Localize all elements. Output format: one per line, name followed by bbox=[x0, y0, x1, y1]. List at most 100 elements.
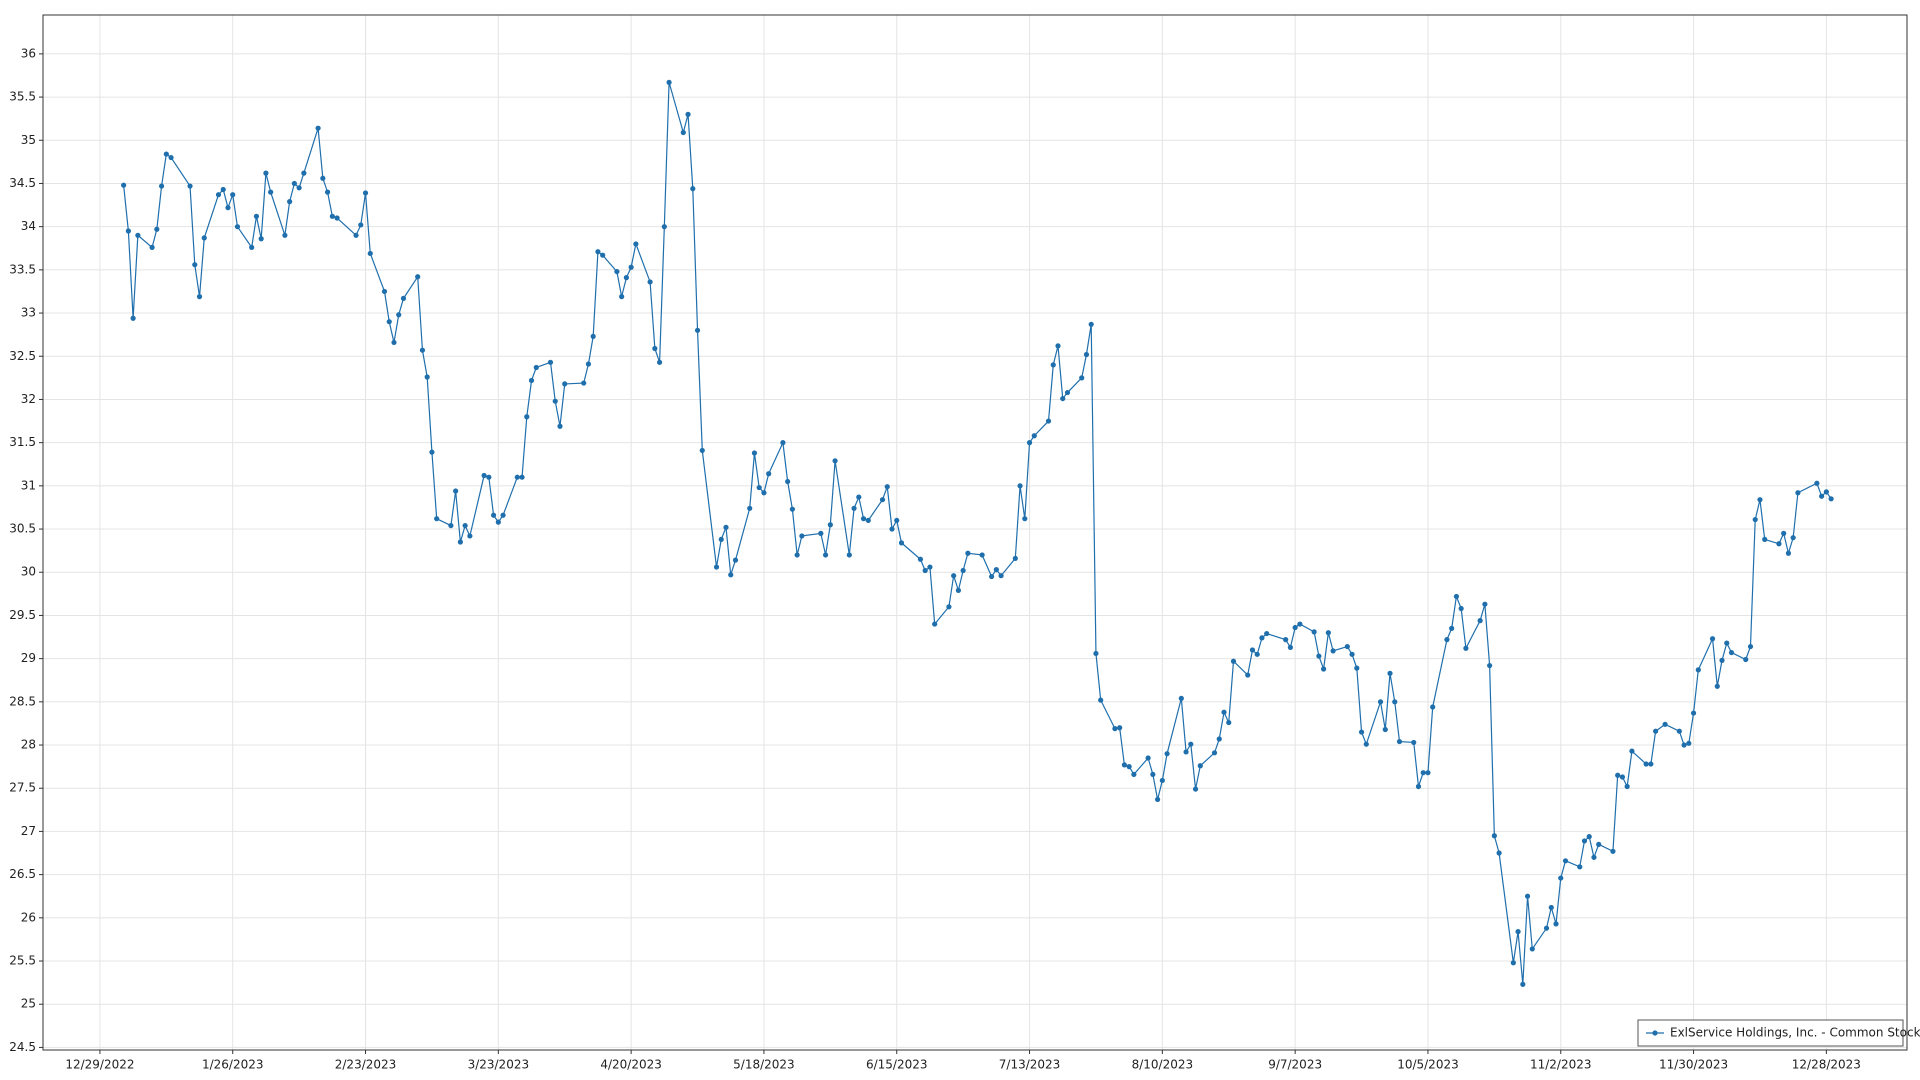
data-point bbox=[1676, 728, 1682, 734]
data-point bbox=[367, 250, 373, 257]
data-point bbox=[358, 222, 364, 228]
data-point bbox=[562, 381, 568, 387]
plot bbox=[121, 79, 1834, 987]
data-point bbox=[766, 471, 772, 477]
data-point bbox=[1785, 550, 1792, 556]
data-point bbox=[1060, 395, 1066, 402]
data-point bbox=[1012, 555, 1018, 562]
data-point bbox=[1264, 630, 1270, 637]
data-point bbox=[799, 533, 805, 539]
data-point bbox=[1724, 640, 1730, 646]
y-tick-label: 26 bbox=[21, 910, 36, 924]
data-point bbox=[946, 604, 952, 610]
data-point bbox=[519, 474, 525, 480]
data-point bbox=[979, 552, 985, 558]
data-point bbox=[396, 312, 402, 318]
data-point bbox=[481, 472, 487, 479]
data-point bbox=[713, 564, 720, 570]
data-point bbox=[1482, 601, 1488, 607]
y-tick-label: 32.5 bbox=[9, 349, 36, 363]
data-point bbox=[789, 506, 795, 512]
x-tick-label: 7/13/2023 bbox=[999, 1058, 1061, 1072]
y-tick-label: 27.5 bbox=[9, 781, 36, 795]
y-tick-label: 32 bbox=[21, 392, 36, 406]
data-point bbox=[1487, 662, 1493, 669]
data-point bbox=[1814, 480, 1820, 486]
grid bbox=[43, 15, 1907, 1050]
data-point bbox=[747, 505, 753, 511]
data-point bbox=[1823, 489, 1829, 495]
data-point bbox=[1045, 418, 1052, 424]
data-point bbox=[1719, 657, 1725, 663]
data-point bbox=[1757, 497, 1763, 503]
y-tick-label: 30 bbox=[21, 565, 36, 579]
data-point bbox=[633, 241, 639, 247]
data-point bbox=[1155, 796, 1161, 803]
data-point bbox=[1178, 695, 1184, 701]
y-tick-label: 31.5 bbox=[9, 435, 36, 449]
data-point bbox=[614, 268, 620, 275]
data-point bbox=[1624, 783, 1630, 790]
data-point bbox=[291, 180, 297, 187]
data-point bbox=[329, 213, 335, 219]
data-point bbox=[400, 295, 407, 301]
data-point bbox=[998, 573, 1004, 579]
data-point bbox=[1728, 649, 1735, 656]
data-point bbox=[955, 587, 961, 593]
data-point bbox=[1695, 667, 1701, 673]
data-point bbox=[457, 539, 463, 545]
data-point bbox=[220, 186, 226, 193]
y-tick-label: 25 bbox=[21, 997, 36, 1011]
data-point bbox=[196, 294, 203, 300]
data-point bbox=[1762, 536, 1768, 543]
data-point bbox=[448, 522, 454, 529]
data-point bbox=[832, 458, 838, 464]
data-point bbox=[723, 524, 729, 530]
x-tick-label: 11/30/2023 bbox=[1659, 1058, 1728, 1072]
legend: ExlService Holdings, Inc. - Common Stock bbox=[1637, 1019, 1920, 1047]
data-point bbox=[1221, 709, 1227, 715]
data-point bbox=[652, 345, 658, 352]
data-point bbox=[680, 129, 686, 136]
data-point bbox=[528, 377, 535, 384]
data-point bbox=[1463, 645, 1469, 651]
data-point bbox=[846, 552, 852, 558]
data-point bbox=[694, 327, 701, 333]
data-point bbox=[1615, 772, 1621, 778]
data-point bbox=[1396, 738, 1403, 745]
data-point bbox=[495, 519, 501, 525]
data-point bbox=[353, 232, 359, 238]
data-point bbox=[135, 232, 141, 238]
data-point bbox=[296, 185, 302, 191]
data-point bbox=[1619, 774, 1626, 780]
data-point bbox=[623, 275, 629, 281]
data-point bbox=[1529, 946, 1535, 952]
data-point bbox=[1828, 496, 1834, 502]
data-point bbox=[1520, 981, 1526, 987]
data-point bbox=[1491, 833, 1497, 839]
y-tick-label: 34 bbox=[21, 219, 36, 233]
data-point bbox=[879, 497, 886, 503]
data-point bbox=[894, 517, 900, 524]
data-point bbox=[524, 414, 530, 420]
data-point bbox=[827, 522, 833, 528]
data-point bbox=[1321, 666, 1327, 672]
data-point bbox=[547, 359, 554, 365]
data-point bbox=[628, 264, 634, 270]
data-point bbox=[533, 364, 539, 371]
data-point bbox=[1496, 850, 1502, 856]
x-tick-label: 4/20/2023 bbox=[600, 1058, 662, 1072]
data-point bbox=[1781, 530, 1787, 536]
data-point bbox=[822, 552, 829, 558]
y-tick-label: 36 bbox=[21, 46, 36, 60]
data-point bbox=[187, 183, 193, 189]
data-point bbox=[1524, 893, 1531, 899]
data-point bbox=[860, 516, 867, 522]
x-tick-label: 5/18/2023 bbox=[733, 1058, 795, 1072]
data-point bbox=[780, 440, 786, 446]
data-point bbox=[230, 192, 236, 198]
data-point bbox=[1382, 726, 1388, 733]
data-point bbox=[1249, 647, 1256, 653]
y-tick-label: 27 bbox=[21, 824, 36, 838]
data-point bbox=[756, 484, 762, 491]
